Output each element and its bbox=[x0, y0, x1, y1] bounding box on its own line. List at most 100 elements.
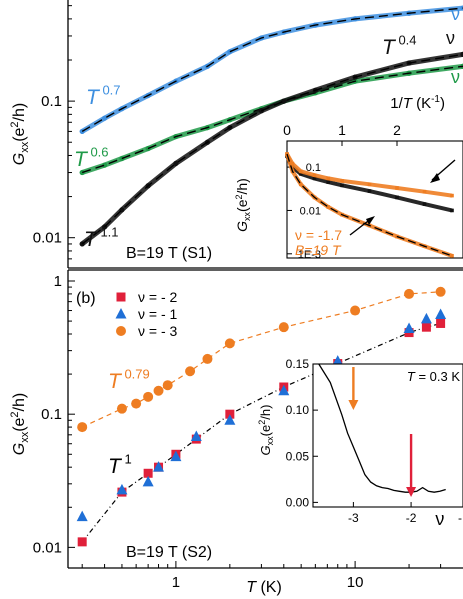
panel-a-inset-xlabel: 1/T (K-1) bbox=[390, 94, 445, 112]
panel-a-inset-point bbox=[367, 182, 372, 187]
panel-b-inset-x-tick-label: -2 bbox=[406, 511, 417, 525]
panel-a-series-black bbox=[79, 51, 463, 247]
panel-b-legend: ν = - 2ν = - 1ν = - 3 bbox=[115, 289, 178, 339]
panel-a-ylabel: Gxx(e2/h) bbox=[9, 103, 31, 165]
panel-a-inset-x-tick-label: 1 bbox=[338, 122, 346, 138]
panel-a-inset-point bbox=[340, 183, 344, 188]
panel-b-x-tick-label: 1 bbox=[172, 574, 180, 591]
panel-a-inset-point bbox=[422, 189, 427, 194]
panel-b-series-1 bbox=[76, 308, 447, 522]
panel-a-point bbox=[101, 115, 108, 121]
panel-a-legend-fragment-green: ν bbox=[451, 67, 460, 87]
panel-a-inset-point bbox=[298, 172, 303, 176]
panel-b-fit-label-black: T 1 bbox=[108, 452, 132, 478]
panel-a-inset-point bbox=[326, 176, 331, 181]
panel-b-triangle-marker bbox=[435, 308, 447, 320]
panel-b-inset-x-tick-label: -3 bbox=[348, 511, 359, 525]
panel-a-fit-label-black-2: T 0.4 bbox=[382, 33, 417, 59]
panel-b-y-tick-label: 0.01 bbox=[33, 539, 62, 556]
panel-a-inset-point bbox=[312, 173, 317, 178]
panel-a-y-tick-label: 0.01 bbox=[33, 230, 62, 247]
panel-b-series-2 bbox=[77, 286, 446, 433]
panel-b-triangle-marker bbox=[278, 384, 290, 396]
panel-a-inset-point bbox=[422, 202, 427, 206]
panel-b-fit-label-orange: T 0.79 bbox=[108, 367, 150, 393]
panel-b-circle-marker bbox=[185, 366, 196, 377]
panel-b-square-marker bbox=[143, 468, 153, 478]
panel-b-circle-marker bbox=[350, 305, 361, 316]
panel-b-triangle-marker bbox=[403, 322, 415, 333]
panel-a-inset-point bbox=[450, 253, 454, 258]
legend-label: ν = - 2 bbox=[138, 289, 178, 305]
panel-a-inset-point bbox=[395, 195, 399, 200]
panel-b-circle-marker bbox=[435, 286, 446, 297]
panel-b-inset-xlabel: ν bbox=[435, 509, 444, 529]
panel-b-circle-marker bbox=[202, 353, 213, 364]
panel-b-circle-marker bbox=[153, 385, 164, 396]
panel-a-inset-point bbox=[312, 176, 317, 181]
panel-b-triangle-marker bbox=[153, 461, 165, 472]
panel-a-inset-x-tick-label: 2 bbox=[393, 122, 401, 138]
panel-b-x-tick-label: 10 bbox=[347, 574, 364, 591]
panel-b-triangle-marker bbox=[116, 483, 128, 495]
panel-b-inset-y-tick-label: 0.10 bbox=[286, 403, 310, 417]
panel-b-circle-marker bbox=[131, 398, 142, 409]
panel-b-xlabel: T (K) bbox=[246, 579, 282, 596]
panel-a-point bbox=[173, 160, 179, 166]
panel-a-inset-point bbox=[367, 189, 372, 193]
panel-a-inset-x-tick-label: 0 bbox=[283, 122, 291, 138]
panel-b-triangle-marker bbox=[170, 450, 182, 462]
legend-triangle-marker bbox=[115, 308, 127, 319]
panel-a-y-tick-label: 0.1 bbox=[41, 93, 62, 110]
panel-b-inset-x-tick-label: - bbox=[458, 511, 462, 525]
panel-b-circle-marker bbox=[404, 288, 415, 299]
panel-a-point bbox=[227, 49, 233, 55]
panel-a-inset-ylabel: Gxx(e2/h) bbox=[234, 178, 252, 232]
panel-a-point bbox=[79, 169, 85, 176]
panel-b-triangle-marker bbox=[224, 414, 236, 425]
panel-a-inset-point bbox=[298, 169, 303, 174]
legend-circle-marker bbox=[116, 326, 126, 336]
panel-b-triangle-marker bbox=[332, 355, 344, 366]
panel-a-series-blue bbox=[79, 5, 463, 135]
panel-a-inset-text-b: B=19 T bbox=[295, 242, 342, 258]
panel-a-point bbox=[281, 98, 287, 104]
panel-b-inset-annotation: T = 0.3 K bbox=[407, 369, 460, 384]
panel-a-inset-y-tick-label: 0.1 bbox=[306, 162, 321, 174]
panel-a-inset-arrow-head bbox=[430, 173, 440, 183]
panel-a-fit-line bbox=[81, 65, 463, 174]
panel-b-square-marker bbox=[421, 322, 431, 332]
panel-a-series-band bbox=[79, 5, 463, 134]
panel-b-square-marker bbox=[77, 537, 87, 547]
panel-b-circle-marker bbox=[278, 322, 289, 333]
panel-a-legend-fragment-black: ν bbox=[446, 28, 455, 48]
panel-b-circle-marker bbox=[224, 338, 235, 349]
panel-a-fit-line bbox=[81, 7, 463, 133]
panel-b-inset-curve bbox=[318, 363, 446, 493]
panel-a-inset-point bbox=[450, 193, 454, 198]
panel-a-fit-label-black: T 1.1 bbox=[84, 225, 119, 251]
panel-a-inset-text-nu: ν = -1.7 bbox=[295, 227, 342, 243]
panel-b-ylabel: Gxx(e2/h) bbox=[9, 393, 31, 455]
panel-b-y-tick-label: 1 bbox=[54, 273, 62, 290]
panel-b-inset-frame bbox=[312, 363, 463, 508]
legend-square-marker bbox=[116, 292, 126, 302]
panel-a-fit-label-blue: T 0.7 bbox=[86, 83, 121, 109]
panel-b-label: (b) bbox=[76, 290, 96, 307]
panel-b-circle-marker bbox=[116, 403, 127, 414]
panel-b-inset-ylabel: Gxx(e2/h) bbox=[257, 405, 275, 456]
panel-b-inset-arrow-orange-head bbox=[348, 400, 359, 410]
panel-b-inset-y-tick-label: 0.00 bbox=[286, 495, 310, 509]
panel-a-point bbox=[460, 5, 463, 11]
panel-b-triangle-marker bbox=[420, 312, 432, 324]
panel-a-inset-y-tick-label: 1E-3 bbox=[298, 249, 321, 261]
panel-a-point bbox=[460, 51, 463, 57]
panel-b-annotation: B=19 T (S2) bbox=[126, 544, 212, 561]
panel-b-inset-y-tick-label: 0.05 bbox=[286, 449, 310, 463]
panel-a-inset-y-tick-label: 0.01 bbox=[300, 205, 321, 217]
panel-b-circle-marker bbox=[77, 422, 88, 433]
legend-label: ν = - 1 bbox=[138, 306, 178, 322]
